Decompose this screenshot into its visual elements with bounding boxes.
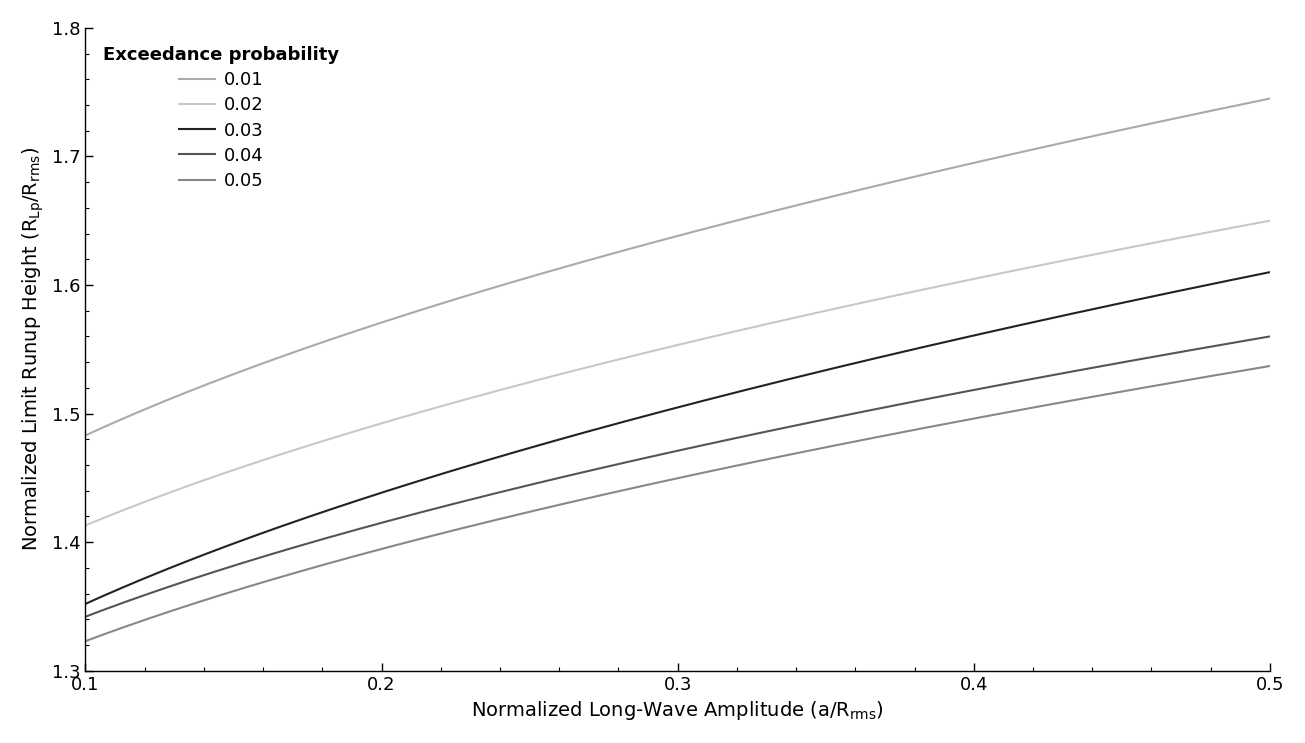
0.02 <box>641 348 656 357</box>
0.03 <box>1233 273 1249 282</box>
0.03 <box>1048 313 1064 322</box>
0.01 <box>77 431 93 440</box>
0.01 <box>783 202 799 211</box>
X-axis label: Normalized Long-Wave Amplitude (a/R$_\mathregular{rms}$): Normalized Long-Wave Amplitude (a/R$_\ma… <box>471 699 883 722</box>
0.02 <box>1048 258 1064 267</box>
0.03 <box>641 411 656 420</box>
0.03 <box>1262 267 1278 276</box>
0.01 <box>647 238 663 247</box>
Line: 0.03: 0.03 <box>85 272 1270 604</box>
0.05 <box>77 637 93 646</box>
0.04 <box>1233 337 1249 345</box>
Line: 0.05: 0.05 <box>85 366 1270 641</box>
0.04 <box>719 435 735 444</box>
0.05 <box>1233 366 1249 375</box>
0.05 <box>1048 399 1064 408</box>
Line: 0.01: 0.01 <box>85 99 1270 435</box>
0.02 <box>77 521 93 530</box>
0.02 <box>1233 221 1249 230</box>
0.04 <box>641 453 656 462</box>
0.01 <box>1048 140 1064 149</box>
0.01 <box>1233 100 1249 109</box>
Line: 0.02: 0.02 <box>85 221 1270 525</box>
0.05 <box>719 464 735 473</box>
0.05 <box>641 480 656 489</box>
0.04 <box>77 612 93 621</box>
0.03 <box>647 409 663 418</box>
0.03 <box>77 600 93 609</box>
0.03 <box>719 390 735 399</box>
0.05 <box>783 450 799 459</box>
0.01 <box>1262 94 1278 103</box>
0.04 <box>783 422 799 431</box>
Y-axis label: Normalized Limit Runup Height (R$_\mathregular{Lp}$/R$_\mathregular{rms}$): Normalized Limit Runup Height (R$_\mathr… <box>21 147 47 551</box>
0.05 <box>647 478 663 487</box>
0.02 <box>647 346 663 355</box>
0.02 <box>1262 216 1278 225</box>
0.04 <box>1048 370 1064 379</box>
0.01 <box>641 239 656 248</box>
0.02 <box>783 314 799 323</box>
0.02 <box>719 329 735 338</box>
Line: 0.04: 0.04 <box>85 337 1270 617</box>
0.05 <box>1262 362 1278 371</box>
0.04 <box>647 451 663 460</box>
Legend: 0.01, 0.02, 0.03, 0.04, 0.05: 0.01, 0.02, 0.03, 0.04, 0.05 <box>94 37 348 199</box>
0.01 <box>719 218 735 227</box>
0.03 <box>783 374 799 383</box>
0.04 <box>1262 332 1278 341</box>
